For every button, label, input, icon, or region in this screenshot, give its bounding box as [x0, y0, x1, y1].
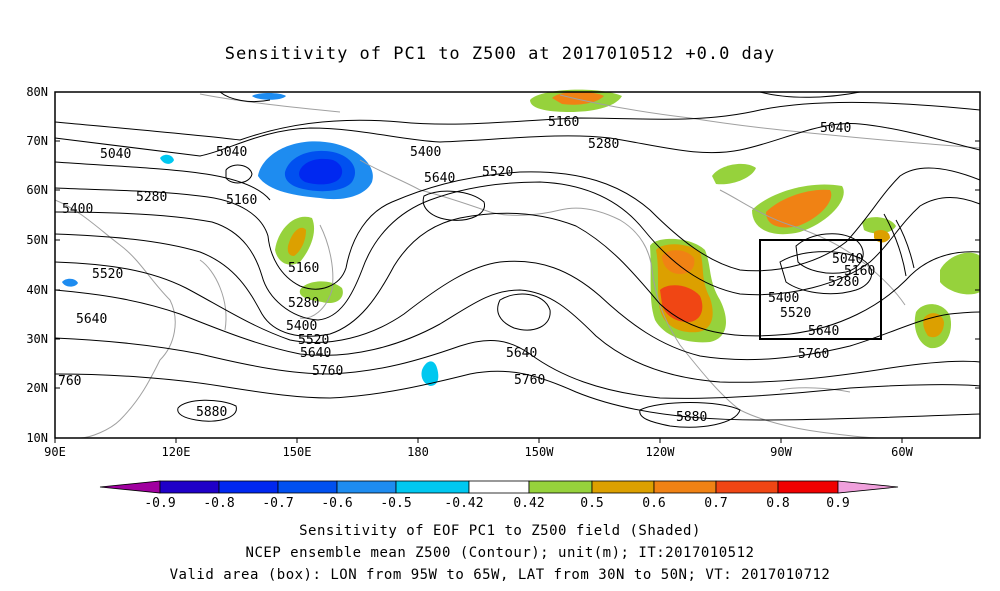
lon-label: 150E [283, 445, 312, 459]
contour-label: 5880 [196, 405, 227, 420]
shaded-sensitivity-field [62, 89, 980, 386]
contour-label: 5520 [482, 165, 513, 180]
contour-label: 5040 [216, 145, 247, 160]
colorbar-swatch [159, 480, 220, 494]
lat-label: 40N [26, 283, 48, 297]
contour-label: 760 [58, 374, 81, 389]
contour-label: 5160 [288, 261, 319, 276]
colorbar-label: -0.9 [144, 496, 175, 511]
lon-label: 90E [44, 445, 66, 459]
lat-label: 60N [26, 183, 48, 197]
contour-label: 5160 [844, 264, 875, 279]
lat-label: 50N [26, 233, 48, 247]
cyan-patch-west [160, 154, 174, 164]
lat-label: 70N [26, 134, 48, 148]
colorbar-label: 0.6 [642, 496, 665, 511]
positive-patch-labrador-core [766, 189, 832, 228]
colorbar-swatch [777, 480, 839, 494]
contour-label: 5040 [820, 121, 851, 136]
positive-patch-kamchatka-core [287, 227, 306, 256]
colorbar-left-arrow [99, 480, 161, 494]
lon-label: 120W [646, 445, 676, 459]
valid-area-box [759, 239, 882, 340]
colorbar-swatch [218, 480, 279, 494]
colorbar-swatch [591, 480, 655, 494]
contour-label: 5400 [410, 145, 441, 160]
z500-contours [54, 91, 981, 428]
contour-label: 5640 [76, 312, 107, 327]
contour-label: 5280 [828, 275, 859, 290]
colorbar-label: 0.42 [513, 496, 544, 511]
colorbar-label: -0.5 [380, 496, 411, 511]
colorbar-label: -0.42 [444, 496, 483, 511]
contour-label: 5520 [298, 333, 329, 348]
positive-patch-westcoast-upper [662, 250, 695, 274]
colorbar-label: 0.5 [580, 496, 603, 511]
colorbar-label: -0.8 [203, 496, 234, 511]
contour-label: 5400 [286, 319, 317, 334]
colorbar-label: -0.7 [262, 496, 293, 511]
lat-label: 80N [26, 85, 48, 99]
lon-label: 60W [891, 445, 913, 459]
cyan-patch-dateline [421, 361, 439, 386]
contour-label: 5640 [506, 346, 537, 361]
contour-label: 5280 [588, 137, 619, 152]
lon-label: 150W [525, 445, 555, 459]
contour-label: 5160 [548, 115, 579, 130]
contour-label: 5640 [808, 324, 839, 339]
lon-label: 90W [770, 445, 792, 459]
contour-label: 5640 [424, 171, 455, 186]
lat-label: 10N [26, 431, 48, 445]
colorbar-swatch [653, 480, 717, 494]
lon-label: 180 [407, 445, 429, 459]
colorbar-labels: -0.9 -0.8 -0.7 -0.6 -0.5 -0.42 0.42 0.5 … [144, 496, 849, 511]
positive-patch-atlantic-east [940, 252, 980, 295]
axis-ticks [54, 91, 980, 443]
contour-label: 5040 [832, 252, 863, 267]
chart-title: Sensitivity of PC1 to Z500 at 2017010512… [224, 44, 776, 64]
colorbar-swatch [336, 480, 397, 494]
cyan-patch-arctic [252, 93, 286, 100]
colorbar-swatch [468, 480, 530, 494]
lat-label: 20N [26, 381, 48, 395]
contour-label: 5280 [288, 296, 319, 311]
colorbar-label: -0.6 [321, 496, 352, 511]
colorbar-label: 0.7 [704, 496, 727, 511]
latitude-labels: 80N 70N 60N 50N 40N 30N 20N 10N [26, 85, 48, 445]
contour-label: 5280 [136, 190, 167, 205]
colorbar-swatch [395, 480, 470, 494]
map-frame [54, 91, 981, 439]
colorbar-swatch [277, 480, 338, 494]
colorbar-right-arrow [837, 480, 899, 494]
colorbar-swatch [715, 480, 779, 494]
contour-label: 5760 [798, 347, 829, 362]
positive-patch-hudson [712, 163, 756, 185]
lat-label: 30N [26, 332, 48, 346]
colorbar-label: 0.9 [826, 496, 849, 511]
contour-label: 5760 [514, 373, 545, 388]
contour-label: 5400 [768, 291, 799, 306]
colorbar-swatch [528, 480, 593, 494]
contour-label: 5520 [92, 267, 123, 282]
footer-line-shaded: Sensitivity of EOF PC1 to Z500 field (Sh… [299, 523, 701, 539]
negative-sensitivity-inner [299, 158, 343, 185]
contour-label: 5640 [300, 346, 331, 361]
footer-line-contour: NCEP ensemble mean Z500 (Contour); unit(… [245, 545, 755, 561]
contour-label: 5880 [676, 410, 707, 425]
contour-labels: 5040 5040 5040 5160 5280 5400 5640 5520 … [58, 115, 875, 425]
contour-label: 5400 [62, 202, 93, 217]
contour-label: 5760 [312, 364, 343, 379]
footer-line-valid-area: Valid area (box): LON from 95W to 65W, L… [169, 567, 831, 583]
lon-label: 120E [162, 445, 191, 459]
contour-label: 5520 [780, 306, 811, 321]
longitude-labels: 90E 120E 150E 180 150W 120W 90W 60W [44, 445, 913, 459]
contour-label: 5160 [226, 193, 257, 208]
cyan-patch-sw [62, 278, 78, 287]
colorbar [99, 480, 899, 494]
contour-label: 5040 [100, 147, 131, 162]
positive-patch-arctic-core [552, 91, 604, 105]
colorbar-label: 0.8 [766, 496, 789, 511]
